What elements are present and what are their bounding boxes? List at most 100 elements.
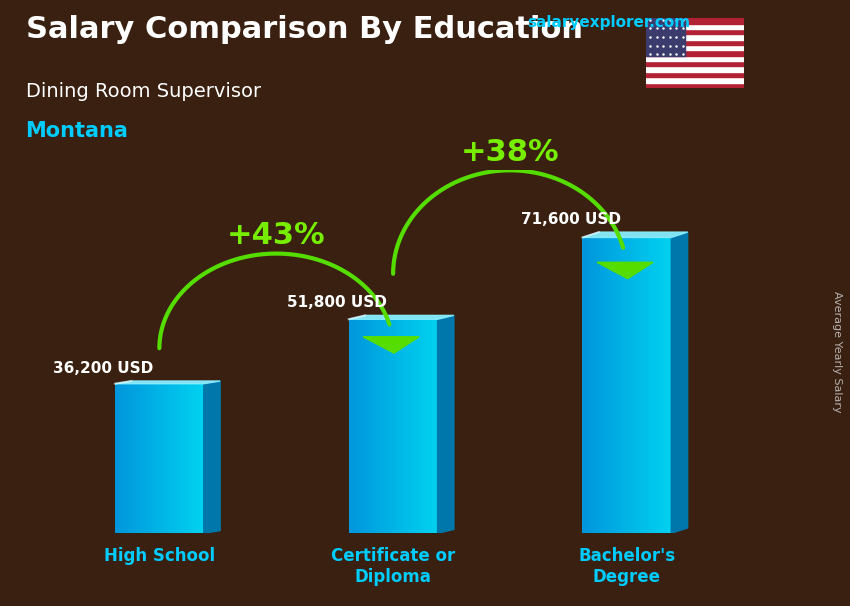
Bar [382,319,383,533]
Bar [133,384,134,533]
Bar [371,319,372,533]
Bar [434,319,436,533]
Bar [404,319,405,533]
Bar [378,319,380,533]
Bar [148,384,150,533]
Bar [632,238,634,533]
Bar [116,384,118,533]
Bar [365,319,366,533]
Bar [359,319,360,533]
Bar [416,319,418,533]
Bar [634,238,636,533]
Bar [646,77,744,82]
Bar [646,45,744,50]
Bar [600,238,602,533]
Bar [118,384,120,533]
Bar [420,319,422,533]
Bar [183,384,184,533]
Bar [662,238,664,533]
Bar [142,384,144,533]
Bar [192,384,194,533]
Bar [642,238,643,533]
Bar [612,238,614,533]
Bar [162,384,164,533]
Bar [366,319,368,533]
Bar [586,238,587,533]
Bar [596,238,598,533]
Bar [630,238,632,533]
Bar [592,238,594,533]
Bar [136,384,138,533]
Bar [164,384,166,533]
Bar [200,384,201,533]
Bar [127,384,128,533]
Text: +38%: +38% [461,138,559,167]
Bar [428,319,429,533]
Bar [604,238,605,533]
Bar [184,384,186,533]
Text: Montana: Montana [26,121,128,141]
Bar [666,238,667,533]
Bar [626,238,627,533]
Bar [130,384,132,533]
Bar [430,319,432,533]
Bar [174,384,176,533]
Bar [646,61,744,67]
Bar [186,384,188,533]
Bar [352,319,354,533]
Bar [137,384,139,533]
Bar [390,319,392,533]
Bar [588,238,590,533]
Bar [646,50,744,56]
Bar [170,384,172,533]
Bar [122,384,124,533]
Bar [398,319,399,533]
Bar [618,238,620,533]
Bar [636,238,638,533]
Bar [436,319,438,533]
Bar [350,319,352,533]
Bar [646,82,744,88]
Bar [586,238,588,533]
Bar [150,384,152,533]
Bar [646,18,685,56]
Bar [348,319,350,533]
Bar [201,384,202,533]
Bar [168,384,170,533]
Text: 71,600 USD: 71,600 USD [521,211,620,227]
Bar [362,319,364,533]
Bar [604,238,606,533]
Bar [416,319,417,533]
Bar [353,319,354,533]
Bar [202,384,204,533]
Bar [144,384,146,533]
Bar [646,238,648,533]
Bar [418,319,420,533]
Text: 51,800 USD: 51,800 USD [287,295,387,310]
Bar [615,238,617,533]
Bar [139,384,140,533]
Bar [644,238,646,533]
Bar [411,319,412,533]
Bar [158,384,160,533]
Bar [392,319,394,533]
Bar [356,319,358,533]
Bar [189,384,190,533]
Bar [422,319,424,533]
Bar [354,319,356,533]
Bar [652,238,654,533]
Bar [610,238,612,533]
Bar [408,319,410,533]
Bar [654,238,655,533]
Bar [646,39,744,45]
Text: Average Yearly Salary: Average Yearly Salary [832,291,842,412]
Polygon shape [582,232,688,238]
Bar [176,384,178,533]
Bar [428,319,430,533]
Polygon shape [672,232,688,533]
Bar [376,319,377,533]
Bar [360,319,362,533]
Bar [614,238,615,533]
Bar [582,238,584,533]
Bar [115,384,116,533]
